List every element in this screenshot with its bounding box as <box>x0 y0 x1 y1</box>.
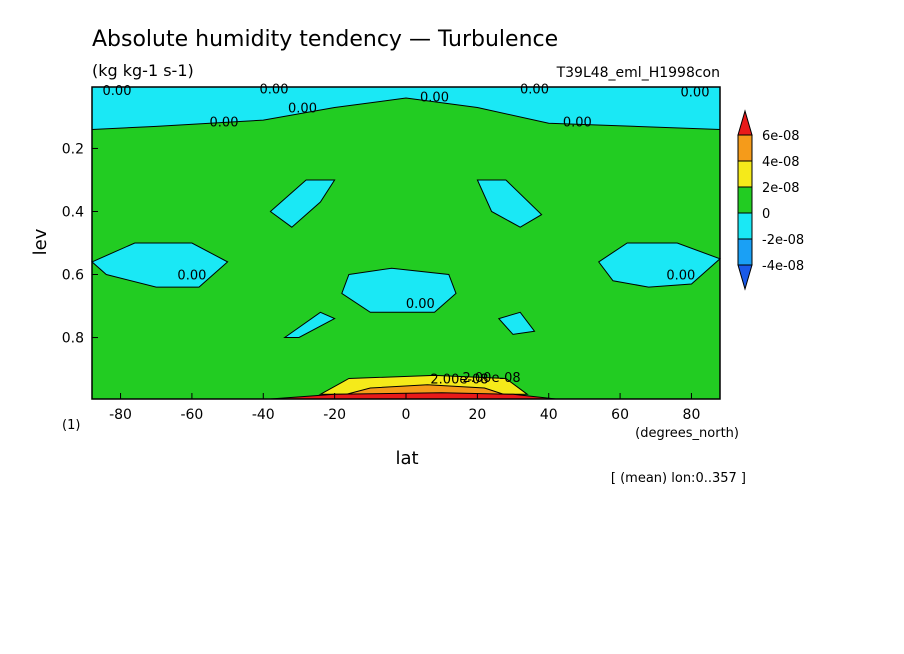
colorbar: 6e-08 4e-08 2e-08 0 -2e-08 -4e-08 <box>737 109 804 291</box>
x-tick-label: -60 <box>180 407 203 423</box>
colorbar-bottom-arrow <box>737 264 753 291</box>
mean-note: [ (mean) lon:0..357 ] <box>611 471 746 486</box>
x-axis-ticks: -80 -60 -40 -20 0 20 40 60 80 <box>109 393 700 423</box>
colorbar-swatch <box>737 238 753 266</box>
y-axis-label: lev <box>30 228 51 255</box>
run-id-label: T39L48_eml_H1998con <box>556 65 720 81</box>
contour-label: 0.00 <box>681 86 710 101</box>
contour-region-7 <box>497 311 536 335</box>
colorbar-swatch <box>737 212 753 240</box>
contour-region-4 <box>597 242 721 288</box>
x-tick-label: -80 <box>109 407 132 423</box>
colorbar-swatch <box>737 186 753 214</box>
units-label: (kg kg-1 s-1) <box>92 61 194 80</box>
x-axis-label: lat <box>395 448 418 469</box>
x-tick-label: 80 <box>683 407 701 423</box>
y-axis-units: (1) <box>62 418 80 433</box>
colorbar-label: 2e-08 <box>762 181 800 196</box>
contour-label: 0.00 <box>288 102 317 117</box>
contour-region-5 <box>341 267 457 313</box>
x-axis-units: (degrees_north) <box>635 426 739 441</box>
contour-label: 0.00 <box>260 83 289 98</box>
y-tick-label: 0.6 <box>62 268 84 284</box>
contour-label: 0.00 <box>666 269 695 284</box>
plot-background <box>92 87 720 399</box>
x-tick-label: 60 <box>611 407 629 423</box>
contour-region-3 <box>91 242 229 288</box>
colorbar-label: -4e-08 <box>762 259 804 274</box>
x-tick-label: 20 <box>468 407 486 423</box>
colorbar-label: -2e-08 <box>762 233 804 248</box>
colorbar-top-arrow <box>737 109 753 136</box>
colorbar-swatch <box>737 160 753 188</box>
x-tick-label: -40 <box>252 407 275 423</box>
plot-area: 0.00 0.00 0.00 0.00 0.00 0.00 0.00 0.00 0.00 0.00… <box>91 83 721 400</box>
y-axis-ticks: 0.2 0.4 0.6 0.8 <box>62 141 98 347</box>
contour-label: 0.00 <box>103 84 132 99</box>
y-tick-label: 0.8 <box>62 331 84 347</box>
contour-region-2 <box>476 179 543 228</box>
contour-label: 0.00 <box>210 116 239 131</box>
contour-label: 0.00 <box>406 297 435 312</box>
contour-label: 2.00e-08 <box>430 373 488 388</box>
contour-label: 0.00 <box>563 116 592 131</box>
x-tick-label: -20 <box>323 407 346 423</box>
contour-region-1 <box>269 179 336 228</box>
y-tick-label: 0.4 <box>62 204 84 220</box>
colorbar-label: 0 <box>762 207 770 222</box>
contour-label: 0.00 <box>420 91 449 106</box>
chart-title: Absolute humidity tendency — Turbulence <box>92 27 558 52</box>
contour-label: 2.00e-08 <box>463 371 521 386</box>
contour-label-layer: 0.00 0.00 0.00 0.00 0.00 0.00 0.00 0.00 0.00 0.00… <box>103 83 710 388</box>
colorbar-label: 6e-08 <box>762 129 800 144</box>
contour-label: 0.00 <box>520 83 549 98</box>
colorbar-label: 4e-08 <box>762 155 800 170</box>
x-tick-label: 40 <box>540 407 558 423</box>
y-tick-label: 0.2 <box>62 141 84 157</box>
contour-fill-layer <box>91 86 721 400</box>
colorbar-swatch <box>737 134 753 162</box>
contour-label: 0.00 <box>177 269 206 284</box>
contour-region-6 <box>283 311 336 338</box>
x-tick-label: 0 <box>402 407 411 423</box>
